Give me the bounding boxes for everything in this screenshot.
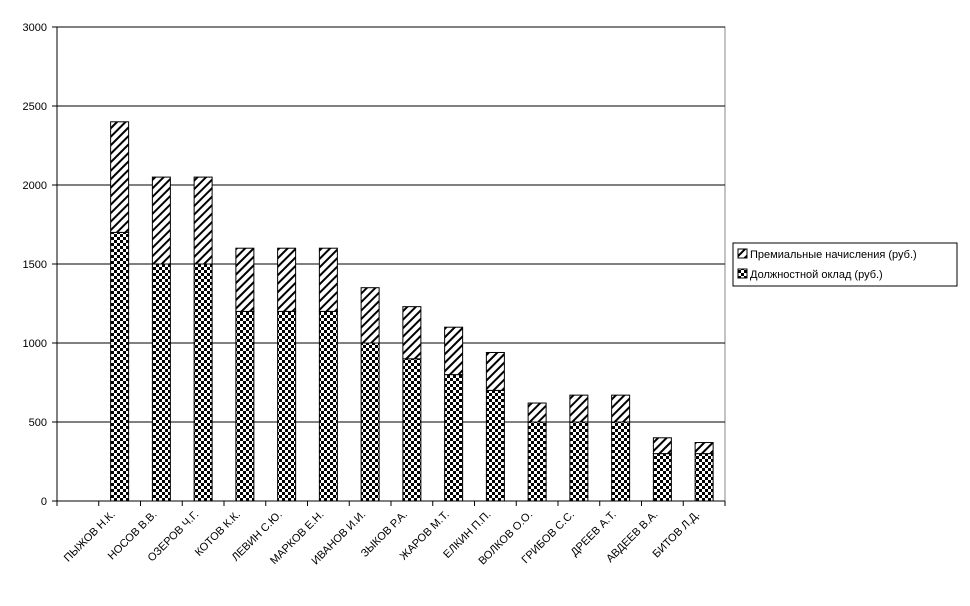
bar-segment: [652, 453, 672, 502]
bar-segment: [527, 421, 547, 502]
y-tick-label: 1500: [23, 259, 47, 271]
bar-segment: [569, 421, 589, 502]
bar-segment: [318, 310, 338, 502]
bar-segment: [235, 247, 255, 312]
bar-segment: [235, 310, 255, 502]
bar-segment: [444, 326, 464, 376]
y-tick-label: 3000: [23, 22, 47, 34]
y-tick-label: 500: [29, 417, 47, 429]
y-tick-label: 2000: [23, 180, 47, 192]
y-tick-label: 0: [41, 496, 47, 508]
bar-segment: [360, 287, 380, 344]
bar-segment: [110, 231, 130, 502]
legend-label: Должностной оклад (руб.): [750, 269, 883, 281]
bar-segment: [611, 421, 631, 502]
bar-segment: [318, 247, 338, 312]
bar-segment: [193, 263, 213, 502]
bar-segment: [151, 263, 171, 502]
bar-segment: [611, 394, 631, 423]
legend: Премиальные начисления (руб.) Должностной…: [732, 242, 958, 287]
bar-segment: [485, 389, 505, 502]
bar-segment: [277, 247, 297, 312]
bar-segment: [694, 453, 714, 502]
bar-segment: [360, 342, 380, 502]
bar-segment: [151, 176, 171, 265]
bar-segment: [444, 374, 464, 502]
bar-segment: [402, 306, 422, 360]
bar-segment: [110, 121, 130, 233]
legend-box: [732, 242, 958, 287]
y-tick-label: 2500: [23, 101, 47, 113]
bar-segment: [402, 358, 422, 502]
bar-segment: [527, 402, 547, 423]
bar-segment: [694, 442, 714, 455]
legend-swatch: [737, 268, 748, 279]
bar-segment: [569, 394, 589, 423]
y-tick-label: 1000: [23, 338, 47, 350]
legend-swatch: [737, 248, 748, 259]
bar-segment: [193, 176, 213, 265]
bar-segment: [652, 437, 672, 455]
bar-segment: [485, 351, 505, 391]
bar-segment: [277, 310, 297, 502]
legend-label: Премиальные начисления (руб.): [750, 249, 917, 261]
